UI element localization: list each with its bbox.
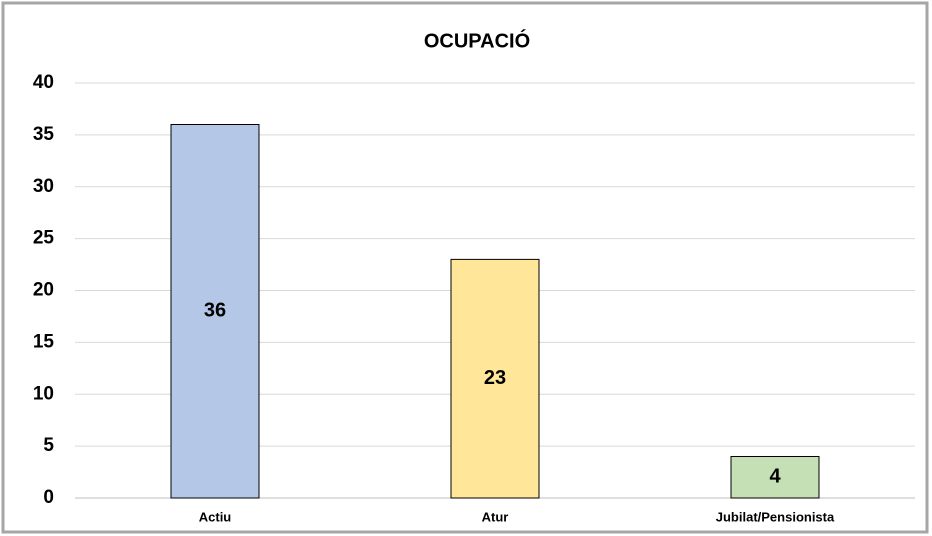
bar: [730, 456, 820, 499]
y-tick-label: 25: [33, 228, 55, 249]
bar: [450, 258, 540, 499]
y-tick-label: 15: [33, 331, 55, 352]
data-label: 23: [484, 367, 506, 389]
y-tick-label: 5: [43, 435, 54, 456]
y-tick-label: 30: [33, 176, 54, 197]
data-label: 36: [204, 300, 226, 322]
x-tick-label: Jubilat/Pensionista: [716, 509, 835, 524]
data-label: 4: [769, 466, 781, 488]
bar: [170, 124, 260, 499]
y-tick-label: 0: [43, 487, 54, 508]
y-tick-label: 10: [33, 383, 54, 404]
y-tick-label: 20: [33, 280, 54, 301]
chart-title: OCUPACIÓ: [424, 28, 530, 52]
x-tick-label: Atur: [482, 509, 509, 524]
x-tick-label: Actiu: [199, 509, 232, 524]
y-tick-label: 40: [33, 72, 54, 93]
y-tick-label: 35: [33, 124, 55, 145]
